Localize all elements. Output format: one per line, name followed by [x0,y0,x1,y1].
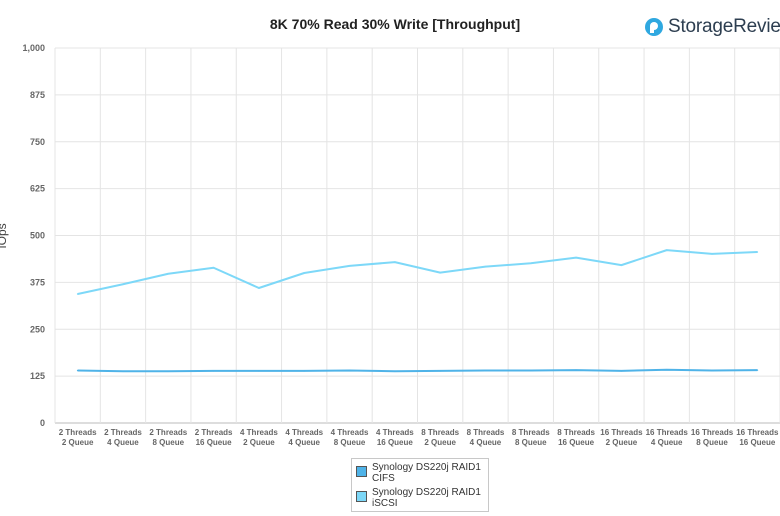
data-point[interactable] [620,370,623,372]
data-point[interactable] [665,368,668,371]
data-point[interactable] [394,261,396,263]
data-point[interactable] [711,369,713,372]
y-axis-label: IOps [0,223,9,248]
data-point[interactable] [212,370,215,372]
data-point[interactable] [258,370,260,372]
brand-name: StorageReview [668,16,780,37]
data-point[interactable] [439,271,441,274]
data-point[interactable] [575,369,577,371]
x-tick-label: 16 Threads 4 Queue [646,428,689,447]
data-point[interactable] [756,369,759,371]
brand-logo: StorageReview [644,14,780,40]
x-tick-label: 4 Threads 16 Queue [376,428,414,447]
series-line-1[interactable] [77,249,758,295]
legend-swatch-iscsi [356,491,367,502]
data-point[interactable] [575,256,577,259]
x-tick-label: 2 Threads 2 Queue [59,428,97,447]
y-tick-label: 125 [30,371,45,381]
data-point[interactable] [620,264,623,266]
data-point[interactable] [167,272,170,275]
storagereview-logo-icon [644,17,664,37]
data-point[interactable] [122,370,124,373]
data-point[interactable] [529,369,532,372]
y-tick-label: 625 [30,184,45,194]
y-tick-label: 375 [30,277,45,287]
legend-item-cifs[interactable]: Synology DS220j RAID1 CIFS [356,462,484,484]
y-tick-label: 0 [40,418,45,428]
data-point[interactable] [711,253,713,255]
data-point[interactable] [484,265,487,268]
data-point[interactable] [348,265,351,267]
data-point[interactable] [303,370,306,372]
legend-swatch-cifs [356,466,367,477]
data-point[interactable] [303,272,306,274]
data-point[interactable] [76,369,79,372]
x-axis-ticks: 2 Threads 2 Queue 2 Threads 4 Queue 2 Thread… [59,428,779,447]
legend-label-cifs-line2: CIFS [372,473,395,484]
data-point[interactable] [394,370,396,373]
x-tick-label: 4 Threads 8 Queue [331,428,369,447]
data-point[interactable] [665,249,668,251]
legend-label-cifs-line1: Synology DS220j RAID1 [372,462,481,473]
data-point[interactable] [122,283,124,286]
data-point[interactable] [76,293,79,295]
x-tick-label: 4 Threads 4 Queue [285,428,323,447]
chart-title: 8K 70% Read 30% Write [Throughput] [270,16,520,32]
y-tick-label: 1,000 [22,43,45,53]
y-tick-label: 875 [30,90,45,100]
x-tick-label: 2 Threads 4 Queue [104,428,142,447]
data-point[interactable] [348,369,351,372]
x-tick-label: 16 Threads 2 Queue [600,428,643,447]
data-point[interactable] [439,370,441,372]
x-tick-label: 2 Threads 16 Queue [195,428,233,447]
data-point[interactable] [167,370,170,373]
x-tick-label: 8 Threads 8 Queue [512,428,550,447]
legend-label-iscsi-line1: Synology DS220j RAID1 [372,487,481,498]
series-lines [76,249,759,373]
x-tick-label: 8 Threads 4 Queue [467,428,505,447]
data-point[interactable] [212,266,215,269]
data-point[interactable] [484,369,487,372]
legend-item-iscsi[interactable]: Synology DS220j RAID1 iSCSI [356,487,484,509]
y-tick-label: 500 [30,231,45,241]
gridlines [54,47,780,424]
chart-legend[interactable]: Synology DS220j RAID1 CIFS Synology DS22… [351,458,489,512]
y-tick-label: 750 [30,137,45,147]
data-point[interactable] [756,251,759,253]
x-tick-label: 2 Threads 8 Queue [149,428,187,447]
y-axis-ticks: 0 125 250 375 500 625 750 875 1,000 [22,43,45,428]
x-tick-label: 8 Threads 2 Queue [421,428,459,447]
x-tick-label: 16 Threads 16 Queue [736,428,779,447]
data-point[interactable] [529,262,532,265]
x-tick-label: 16 Threads 8 Queue [691,428,734,447]
x-tick-label: 4 Threads 2 Queue [240,428,278,447]
x-tick-label: 8 Threads 16 Queue [557,428,595,447]
data-point[interactable] [258,287,260,289]
legend-label-iscsi-line2: iSCSI [372,498,398,509]
y-tick-label: 250 [30,324,45,334]
series-line-0[interactable] [77,368,758,373]
